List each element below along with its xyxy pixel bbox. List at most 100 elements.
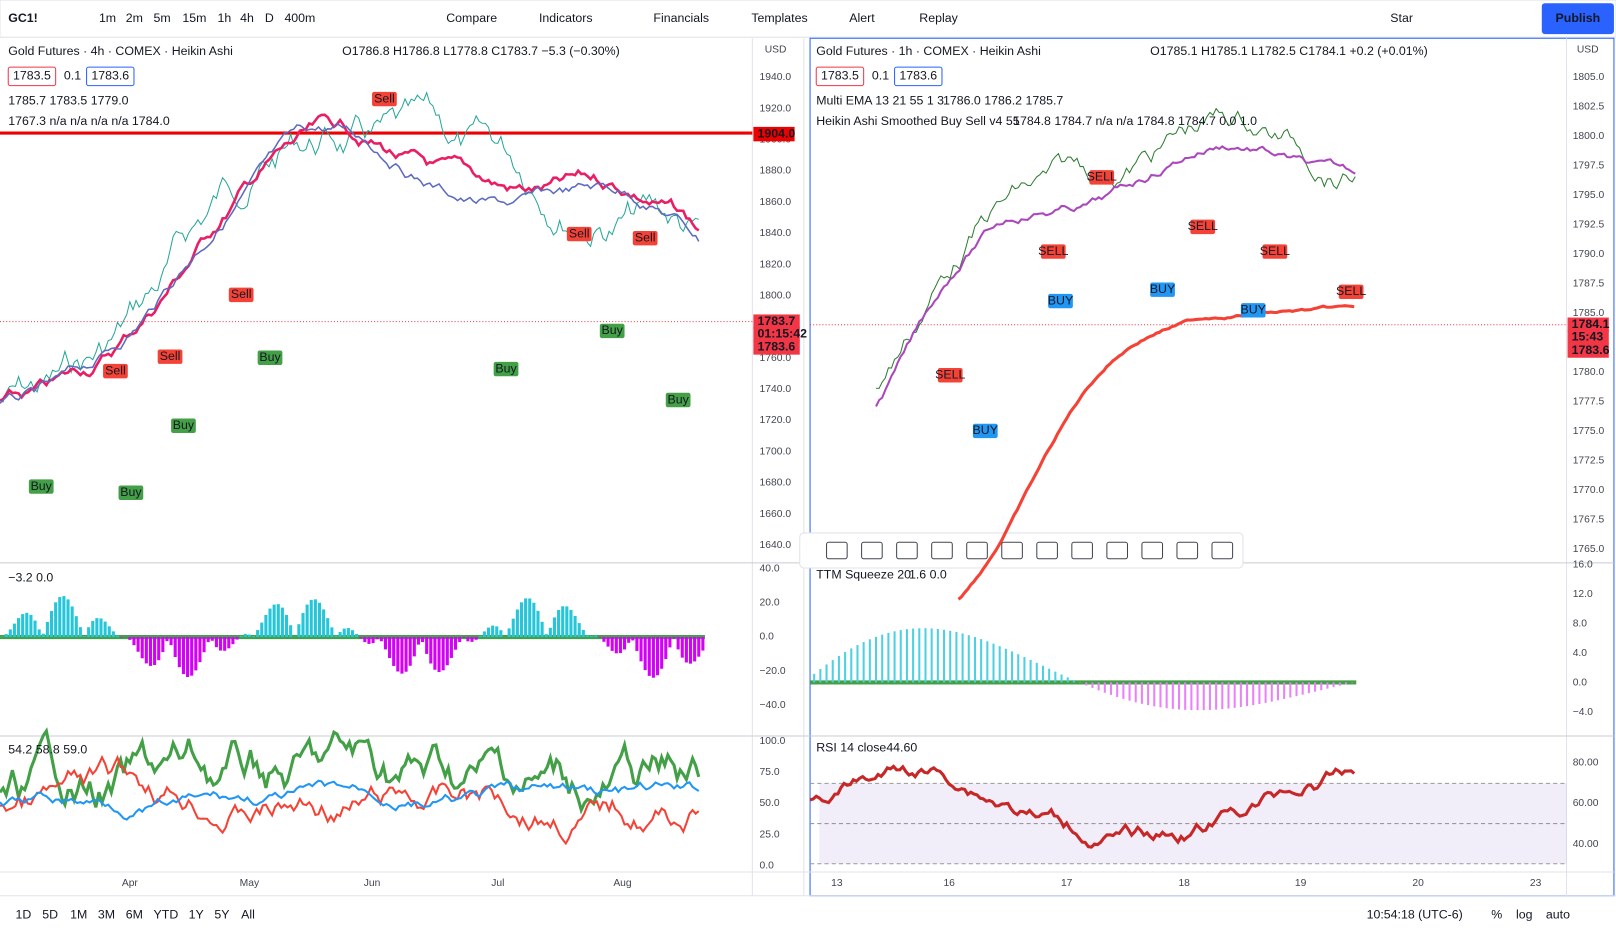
range-button[interactable]: All: [241, 908, 255, 922]
level-tag: 1904.0: [758, 126, 796, 140]
signal-label: Sell: [635, 230, 656, 244]
signal-label: Buy: [495, 361, 517, 375]
price-axis-label: 1680.0: [760, 478, 792, 489]
ask: 1783.6: [899, 69, 937, 83]
signal-bg: [171, 418, 196, 433]
currency[interactable]: USD: [1577, 44, 1599, 55]
interval-button[interactable]: 4h: [240, 11, 254, 25]
signal-bg: [1190, 219, 1216, 235]
price-axis-label: 40.00: [1573, 839, 1599, 850]
signal-label: SELL: [1038, 244, 1068, 258]
price-axis-label: 1775.0: [1573, 426, 1605, 437]
signal-label: Sell: [231, 287, 252, 301]
time-axis-label: Jul: [491, 878, 504, 889]
toolbar-button[interactable]: Replay: [919, 11, 958, 25]
ohlc: O1785.1 H1785.1 L1782.5 C1784.1 +0.2 (+0…: [1150, 44, 1428, 58]
price-axis-label: 1797.5: [1573, 161, 1605, 172]
signal-label: BUY: [1241, 303, 1266, 317]
price-axis-label: 1767.5: [1573, 515, 1605, 526]
chart-title: Gold Futures · 4h · COMEX · Heikin Ashi: [8, 44, 233, 58]
signal-bg: [665, 392, 691, 408]
draw-tool-icon[interactable]: [931, 541, 953, 560]
toolbar-button[interactable]: Indicators: [539, 11, 593, 25]
interval-button[interactable]: 400m: [284, 11, 315, 25]
draw-tool-icon[interactable]: [966, 541, 988, 560]
draw-tool-icon[interactable]: [1141, 541, 1164, 560]
draw-tool-icon[interactable]: [1106, 541, 1129, 560]
indicator-values: 1786.0 1786.2 1785.7: [943, 93, 1063, 107]
percent-toggle[interactable]: %: [1491, 908, 1502, 922]
price-axis-label: 1805.0: [1573, 72, 1605, 83]
range-button[interactable]: 1D: [15, 908, 31, 922]
price-axis-label: 25.0: [760, 829, 780, 840]
range-button[interactable]: YTD: [154, 908, 179, 922]
spread: 0.1: [872, 69, 889, 83]
indicator-name: Heikin Ashi Smoothed Buy Sell v4 55: [816, 114, 1019, 128]
toolbar-button[interactable]: Alert: [849, 11, 875, 25]
time-axis-label: 16: [943, 878, 955, 889]
ask: 1783.6: [91, 69, 129, 83]
signal-bg: [157, 349, 183, 364]
range-button[interactable]: 5Y: [214, 908, 229, 922]
draw-tool-icon[interactable]: [1001, 541, 1023, 560]
toolbar-button[interactable]: Compare: [446, 11, 497, 25]
toolbar-button[interactable]: Financials: [653, 11, 709, 25]
trace: [809, 764, 1356, 849]
draw-tool-icon[interactable]: [826, 541, 848, 560]
signal-bg: [118, 485, 144, 500]
interval-button[interactable]: 5m: [154, 11, 171, 25]
signal-bg: [937, 368, 963, 383]
signal-bg: [566, 226, 592, 242]
signal-label: Sell: [569, 226, 590, 240]
trace: [0, 122, 700, 404]
draw-tool-icon[interactable]: [1036, 541, 1058, 560]
price-axis-label: 1880.0: [760, 166, 792, 177]
signal-bg: [228, 287, 254, 303]
signal-bg: [972, 423, 998, 439]
ask-box: [894, 66, 943, 87]
interval-button[interactable]: 2m: [126, 11, 143, 25]
symbol[interactable]: GC1!: [8, 11, 38, 25]
signal-bg: [1338, 284, 1364, 299]
range-button[interactable]: 5D: [42, 908, 58, 922]
log-toggle[interactable]: log: [1516, 908, 1533, 922]
publish-button[interactable]: [1541, 3, 1614, 35]
price-axis-label: 0.0: [760, 861, 775, 872]
star-button[interactable]: Star: [1390, 11, 1413, 25]
signal-label: Sell: [105, 363, 126, 377]
price-tag-bg: [1567, 317, 1609, 332]
signal-bg: [493, 361, 519, 377]
draw-tool-icon[interactable]: [1176, 541, 1199, 560]
draw-tool-icon[interactable]: [1071, 541, 1093, 560]
range-button[interactable]: 1Y: [189, 908, 204, 922]
price-axis-label: 1640.0: [760, 540, 792, 551]
interval-button[interactable]: 1h: [217, 11, 231, 25]
price-axis-label: 1820.0: [760, 259, 792, 270]
price-axis-label: −20.0: [760, 666, 786, 677]
countdown-bg: [1567, 329, 1609, 345]
range-button[interactable]: 1M: [70, 908, 87, 922]
level-tag-bg: [753, 126, 795, 142]
auto-toggle[interactable]: auto: [1546, 908, 1570, 922]
range-button[interactable]: 6M: [126, 908, 143, 922]
price-axis-label: 50.0: [760, 798, 780, 809]
time-axis-label: Apr: [122, 878, 139, 889]
interval-button[interactable]: 1m: [99, 11, 116, 25]
price-axis-label: 1777.5: [1573, 397, 1605, 408]
signal-label: BUY: [1150, 282, 1175, 296]
trace: [0, 727, 701, 815]
publish-label[interactable]: Publish: [1556, 11, 1601, 25]
draw-tool-icon[interactable]: [861, 541, 883, 560]
range-button[interactable]: 3M: [98, 908, 115, 922]
interval-button[interactable]: D: [265, 11, 274, 25]
spread: 0.1: [64, 69, 81, 83]
draw-tool-icon[interactable]: [1211, 541, 1234, 560]
signal-label: Buy: [667, 392, 689, 406]
toolbar-button[interactable]: Templates: [751, 11, 807, 25]
interval-button[interactable]: 15m: [182, 11, 206, 25]
price-axis-label: 1760.0: [760, 353, 792, 364]
currency[interactable]: USD: [765, 44, 787, 55]
draw-tool-icon[interactable]: [896, 541, 918, 560]
price-axis-label: 8.0: [1573, 619, 1588, 630]
price-axis-label: 12.0: [1573, 589, 1593, 600]
